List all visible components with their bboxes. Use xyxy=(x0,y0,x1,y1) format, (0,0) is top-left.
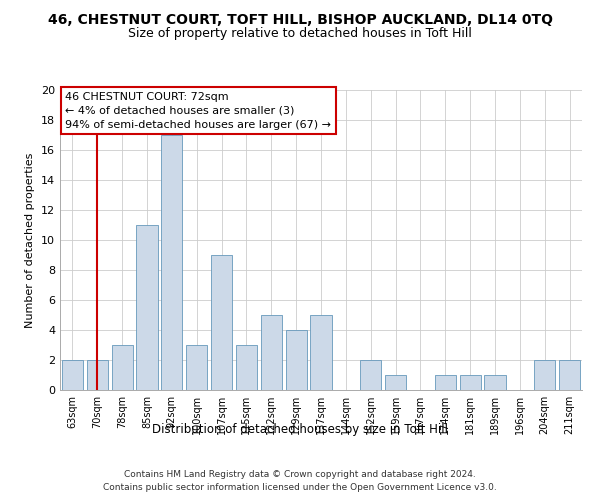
Text: Contains HM Land Registry data © Crown copyright and database right 2024.: Contains HM Land Registry data © Crown c… xyxy=(124,470,476,479)
Bar xyxy=(559,360,580,390)
Bar xyxy=(87,360,108,390)
Bar xyxy=(62,360,83,390)
Y-axis label: Number of detached properties: Number of detached properties xyxy=(25,152,35,328)
Text: 46 CHESTNUT COURT: 72sqm
← 4% of detached houses are smaller (3)
94% of semi-det: 46 CHESTNUT COURT: 72sqm ← 4% of detache… xyxy=(65,92,331,130)
Text: Contains public sector information licensed under the Open Government Licence v3: Contains public sector information licen… xyxy=(103,482,497,492)
Bar xyxy=(484,375,506,390)
Bar xyxy=(236,345,257,390)
Bar xyxy=(136,225,158,390)
Bar xyxy=(261,315,282,390)
Bar xyxy=(186,345,207,390)
Bar xyxy=(161,135,182,390)
Bar xyxy=(534,360,555,390)
Bar xyxy=(286,330,307,390)
Bar xyxy=(460,375,481,390)
Text: 46, CHESTNUT COURT, TOFT HILL, BISHOP AUCKLAND, DL14 0TQ: 46, CHESTNUT COURT, TOFT HILL, BISHOP AU… xyxy=(47,12,553,26)
Bar xyxy=(385,375,406,390)
Bar xyxy=(360,360,381,390)
Bar xyxy=(211,255,232,390)
Bar xyxy=(435,375,456,390)
Bar xyxy=(310,315,332,390)
Text: Distribution of detached houses by size in Toft Hill: Distribution of detached houses by size … xyxy=(152,422,448,436)
Text: Size of property relative to detached houses in Toft Hill: Size of property relative to detached ho… xyxy=(128,28,472,40)
Bar xyxy=(112,345,133,390)
